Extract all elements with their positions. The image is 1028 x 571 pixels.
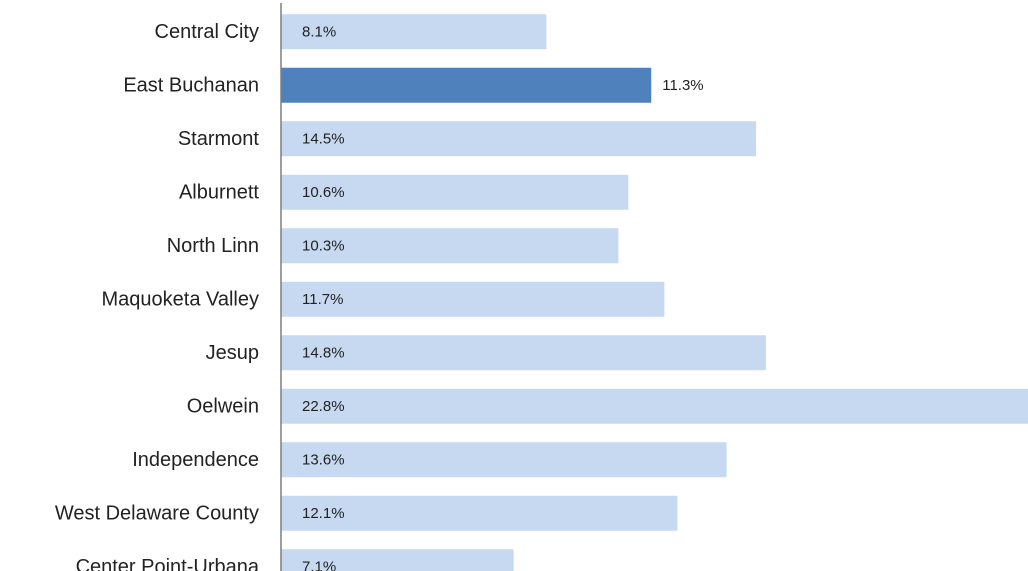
category-label: East Buchanan bbox=[123, 74, 259, 96]
category-label: Center Point-Urbana bbox=[76, 556, 260, 571]
value-label: 14.8% bbox=[302, 344, 345, 361]
bar-central-city bbox=[281, 14, 547, 50]
category-label: Starmont bbox=[178, 128, 260, 150]
bar-alburnett bbox=[281, 174, 629, 210]
value-label: 22.8% bbox=[302, 398, 345, 415]
category-label: Oelwein bbox=[187, 395, 259, 417]
bar-oelwein bbox=[281, 388, 1028, 424]
value-label: 8.1% bbox=[302, 23, 336, 40]
bar-north-linn bbox=[281, 228, 619, 264]
value-label: 10.3% bbox=[302, 237, 345, 254]
value-label: 12.1% bbox=[302, 505, 345, 522]
value-label: 7.1% bbox=[302, 558, 336, 571]
bar-starmont bbox=[281, 121, 757, 157]
value-label: 10.6% bbox=[302, 184, 345, 201]
bar-jesup bbox=[281, 335, 766, 371]
value-label: 11.7% bbox=[302, 291, 343, 308]
category-label: Jesup bbox=[206, 342, 259, 364]
category-label: Central City bbox=[155, 21, 259, 43]
value-label: 13.6% bbox=[302, 451, 345, 468]
category-label: Independence bbox=[132, 449, 259, 471]
bars-group bbox=[281, 14, 1028, 571]
category-label: North Linn bbox=[167, 235, 259, 257]
value-label: 11.3% bbox=[662, 77, 703, 94]
value-label: 14.5% bbox=[302, 130, 345, 147]
category-label: West Delaware County bbox=[55, 502, 259, 524]
category-label: Alburnett bbox=[179, 181, 259, 203]
labels-group: Central City 8.1% East Buchanan 11.3% Starmo… bbox=[55, 21, 704, 571]
bar-center-point-urbana bbox=[281, 549, 514, 571]
bar-independence bbox=[281, 442, 727, 478]
bar-east-buchanan bbox=[281, 67, 652, 103]
bar-west-delaware-county bbox=[281, 495, 678, 531]
bar-maquoketa-valley bbox=[281, 281, 665, 317]
category-label: Maquoketa Valley bbox=[102, 288, 260, 310]
